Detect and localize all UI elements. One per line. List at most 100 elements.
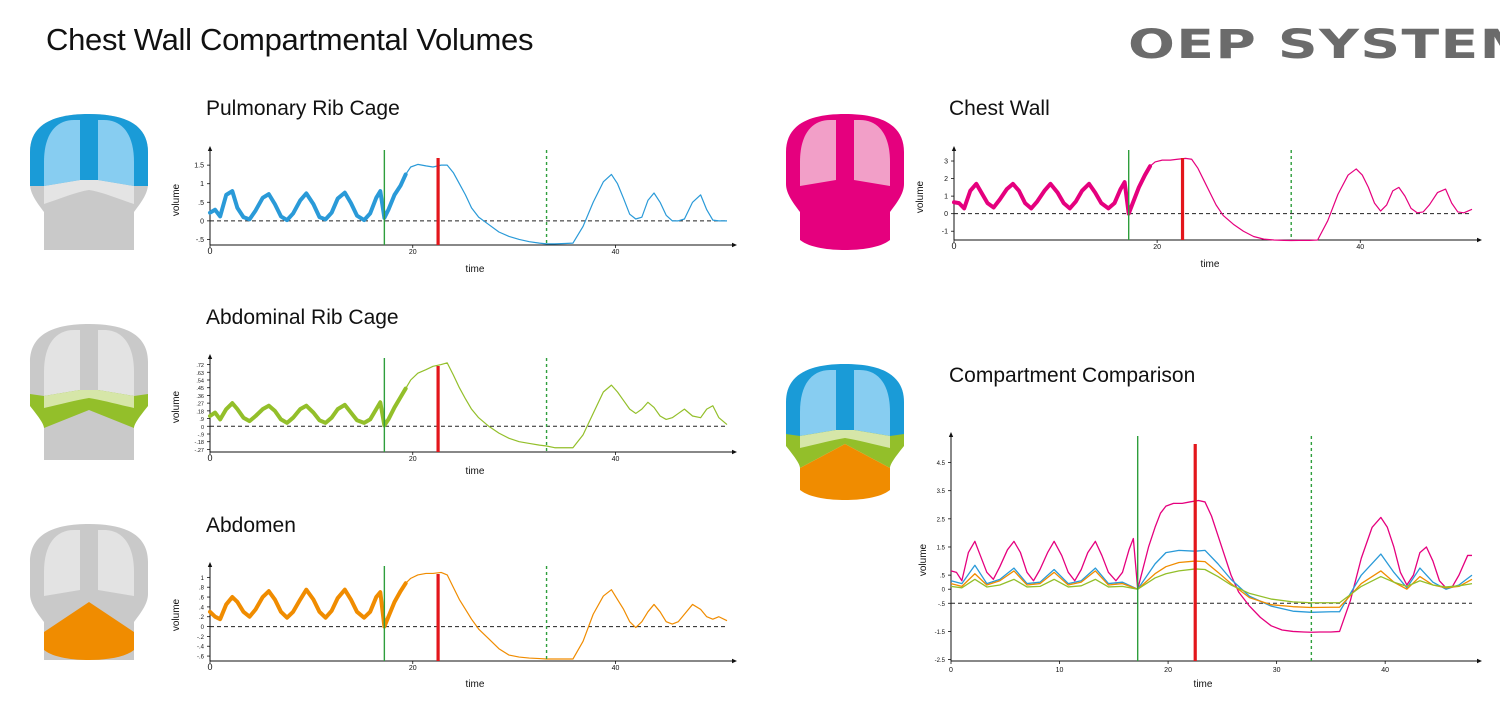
pulmonary-rib-cage-thorax-icon <box>30 114 148 250</box>
x-axis-arrow <box>1477 237 1482 243</box>
y-tick-label: 0 <box>200 218 204 225</box>
series-line-manoeuvre <box>405 362 728 449</box>
panel-title-compartment-comparison: Compartment Comparison <box>949 364 1196 387</box>
x-tick-label: 30 <box>1273 667 1281 674</box>
x-tick-label: 20 <box>1153 244 1161 251</box>
x-axis-arrow <box>732 242 737 248</box>
x-tick-label: 0 <box>207 246 212 256</box>
abdominal-rib-cage-chart: -.27 -.18-.9 0 .9 .18.27 .36 .45.54 .63 .72 0 20 40… <box>171 354 737 477</box>
x-tick-label: 0 <box>951 241 956 251</box>
x-tick-label: 20 <box>1164 667 1172 674</box>
y-tick-label: .9 <box>199 417 204 423</box>
x-axis-label: time <box>1201 259 1220 270</box>
series-line-manoeuvre <box>405 571 728 660</box>
brand-logo: OEP SYSTEM <box>1128 22 1500 68</box>
y-tick-label: .2 <box>199 615 205 621</box>
y-tick-label: .4 <box>199 605 205 611</box>
panel-title-chest-wall: Chest Wall <box>949 97 1050 120</box>
series-line-quiet-breathing <box>208 581 408 629</box>
x-tick-label: 20 <box>409 456 417 463</box>
y-tick-label: .8 <box>199 586 205 592</box>
abdominal-rib-cage-thorax-icon <box>30 324 148 460</box>
y-axis-label: volume <box>918 543 929 576</box>
x-tick-label: 20 <box>409 665 417 672</box>
y-tick-label: .6 <box>199 596 205 602</box>
y-tick-label: 0 <box>942 588 946 594</box>
y-tick-label: 2.5 <box>937 517 946 523</box>
y-tick-label: -.9 <box>198 433 204 439</box>
compartment-comparison-thorax-icon <box>786 364 904 500</box>
series-line-manoeuvre <box>1149 157 1473 242</box>
x-axis-label: time <box>466 679 485 690</box>
y-tick-label: 1.5 <box>937 545 946 551</box>
y-tick-label: .18 <box>196 409 204 415</box>
x-axis-label: time <box>466 466 485 477</box>
y-axis-label: volume <box>171 390 182 423</box>
panel-title-abdomen: Abdomen <box>206 514 296 537</box>
y-tick-label: -2.5 <box>935 658 946 664</box>
y-tick-label: -.27 <box>195 448 204 454</box>
abdomen-chart: -.6 -.4 -.2 0 .2 .4 .6 .8 1 0 20 40 time volume <box>171 562 737 690</box>
y-axis-label: volume <box>171 183 182 216</box>
y-tick-label: -1 <box>942 229 948 236</box>
compartment-comparison-chart: -2.5 -1.5 -.5 0 .5 1.5 2.5 3.5 4.5 0 10 20 30 40 time v… <box>918 432 1482 690</box>
x-tick-label: 40 <box>612 249 620 256</box>
y-tick-label: .54 <box>196 379 204 385</box>
y-tick-label: .5 <box>940 574 946 580</box>
y-axis-arrow <box>207 354 213 359</box>
y-tick-label: -.5 <box>938 602 946 608</box>
x-tick-label: 0 <box>207 453 212 463</box>
x-tick-label: 0 <box>949 667 953 674</box>
y-tick-label: .36 <box>196 394 204 400</box>
y-tick-label: .72 <box>196 363 204 369</box>
y-axis-label: volume <box>171 598 182 631</box>
y-axis-arrow <box>948 432 954 437</box>
y-tick-label: 2 <box>944 176 948 183</box>
y-axis-arrow <box>207 562 213 567</box>
y-tick-label: 0 <box>201 625 205 631</box>
x-axis-label: time <box>466 264 485 275</box>
x-tick-label: 0 <box>207 662 212 672</box>
series-line-quiet-breathing <box>952 164 1153 216</box>
x-tick-label: 10 <box>1056 667 1064 674</box>
y-tick-label: -1.5 <box>935 630 946 636</box>
x-axis-arrow <box>732 449 737 455</box>
y-tick-label: 3 <box>944 159 948 166</box>
y-tick-label: 4.5 <box>937 461 946 467</box>
y-tick-label: -.18 <box>195 440 204 446</box>
y-tick-label: 1.5 <box>194 163 204 170</box>
x-tick-label: 20 <box>409 249 417 256</box>
abdomen-thorax-icon <box>30 524 148 660</box>
x-axis-arrow <box>1477 658 1482 664</box>
x-axis-arrow <box>732 658 737 664</box>
y-tick-label: -.4 <box>197 645 205 651</box>
x-tick-label: 40 <box>1356 244 1364 251</box>
y-tick-label: 1 <box>944 194 948 201</box>
y-axis-arrow <box>951 146 957 151</box>
y-tick-label: .45 <box>196 386 204 392</box>
series-line-quiet-breathing <box>208 172 408 223</box>
y-tick-label: 0 <box>944 211 948 218</box>
series-line-quiet-breathing <box>208 386 408 428</box>
panel-title-pulmonary-rib-cage: Pulmonary Rib Cage <box>206 97 400 120</box>
series-line-chest-wall <box>950 499 1472 633</box>
x-tick-label: 40 <box>612 456 620 463</box>
x-tick-label: 40 <box>612 665 620 672</box>
y-tick-label: -.6 <box>197 655 205 661</box>
y-axis-label: volume <box>915 180 926 213</box>
series-line-manoeuvre <box>405 163 727 245</box>
y-tick-label: -.5 <box>196 237 204 244</box>
chest-wall-thorax-icon <box>786 114 904 250</box>
y-tick-label: -.2 <box>197 635 205 641</box>
panel-title-abdominal-rib-cage: Abdominal Rib Cage <box>206 306 399 329</box>
y-tick-label: .27 <box>196 402 204 408</box>
y-tick-label: .63 <box>196 371 204 377</box>
x-tick-label: 40 <box>1381 667 1389 674</box>
y-tick-label: .5 <box>198 200 204 207</box>
x-axis-label: time <box>1194 679 1213 690</box>
y-axis-arrow <box>207 146 213 151</box>
y-tick-label: 0 <box>201 425 204 431</box>
y-tick-label: 3.5 <box>937 489 946 495</box>
